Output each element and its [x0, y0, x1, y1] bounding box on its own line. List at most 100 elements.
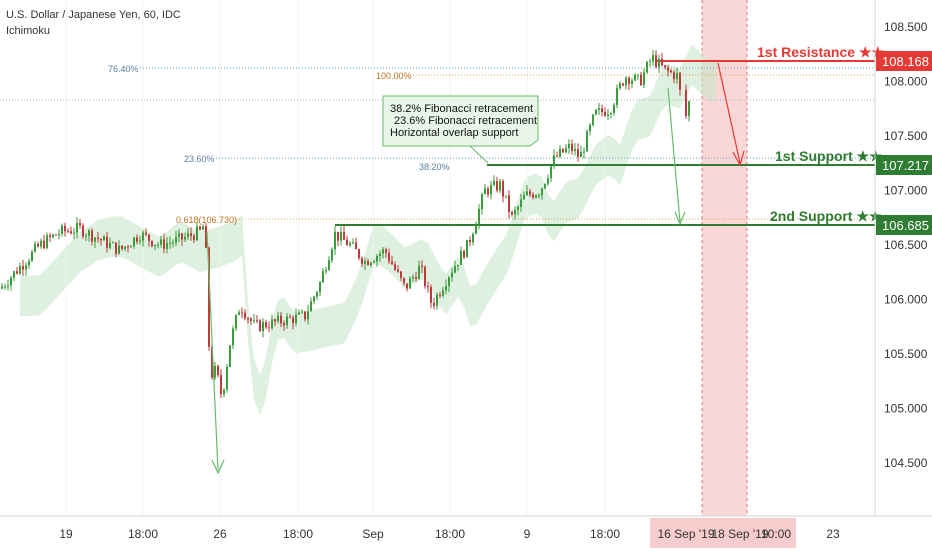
- candle-body: [610, 113, 612, 115]
- time-tick-label: 23: [826, 527, 840, 541]
- candle-body: [145, 232, 147, 235]
- fibonacci-levels: 76.40% 100.00% 23.60% 38.20% 0.618(106.730): [108, 64, 875, 225]
- candle-body: [253, 320, 255, 322]
- candle-body: [433, 302, 435, 306]
- level-label-3: 2nd Support ★★: [770, 208, 882, 224]
- candle-body: [559, 148, 561, 157]
- candle-body: [661, 58, 663, 66]
- candle-body: [43, 240, 45, 248]
- candle-body: [331, 249, 333, 261]
- candle-body: [25, 265, 27, 270]
- candle-body: [313, 296, 315, 302]
- candle-body: [220, 375, 222, 395]
- candle-body: [178, 233, 180, 237]
- level-price-box-2: [876, 155, 932, 175]
- candle-body: [394, 264, 396, 270]
- candle-body: [157, 244, 159, 246]
- candle-body: [289, 316, 291, 318]
- fib-label-23: 23.60%: [184, 154, 215, 164]
- candle-body: [304, 311, 306, 320]
- candle-body: [217, 365, 219, 376]
- time-axis[interactable]: 19 18:00 26 18:00 Sep 18:00 9 18:00 16 Sep '1918…: [0, 515, 932, 550]
- candle-body: [637, 74, 639, 76]
- candle-body: [658, 58, 660, 67]
- candle-body: [667, 67, 669, 71]
- candle-body: [94, 237, 96, 242]
- candle-body: [250, 318, 252, 322]
- price-tick-label: 108.000: [884, 75, 928, 89]
- candle-body: [256, 320, 258, 322]
- candle-body: [586, 131, 588, 152]
- candle-body: [589, 124, 591, 132]
- candle-body: [229, 345, 231, 367]
- candle-body: [529, 191, 531, 195]
- candle-body: [436, 294, 438, 306]
- candle-body: [88, 230, 90, 236]
- candle-body: [427, 286, 429, 288]
- level-price-box-1: [876, 51, 932, 71]
- candle-body: [235, 314, 237, 329]
- candle-body: [232, 328, 234, 346]
- candle-body: [223, 389, 225, 395]
- candle-body: [301, 311, 303, 313]
- candle-body: [184, 236, 186, 240]
- candle-body: [100, 239, 102, 241]
- candle-body: [310, 301, 312, 312]
- time-tick-label: 18:00: [283, 527, 313, 541]
- price-tick-label: 105.000: [884, 402, 928, 416]
- candle-body: [262, 322, 264, 332]
- candle-body: [538, 195, 540, 197]
- candle-body: [52, 234, 54, 238]
- candle-body: [670, 70, 672, 73]
- candle-body: [148, 234, 150, 241]
- candle-body: [136, 237, 138, 242]
- candle-body: [169, 242, 171, 244]
- candle-body: [7, 285, 9, 287]
- candle-body: [175, 236, 177, 243]
- candle-body: [118, 245, 120, 254]
- candle-body: [439, 294, 441, 296]
- candle-body: [34, 244, 36, 252]
- candle-body: [58, 233, 60, 236]
- candle-body: [544, 183, 546, 189]
- candle-body: [478, 208, 480, 225]
- candle-body: [202, 226, 204, 230]
- candle-body: [535, 195, 537, 198]
- time-tick-label: 9: [524, 527, 531, 541]
- candle-body: [382, 249, 384, 254]
- candle-body: [676, 72, 678, 80]
- candle-body: [418, 265, 420, 279]
- candle-body: [163, 239, 165, 249]
- candle-body: [634, 74, 636, 81]
- price-axis[interactable]: 108.500 108.000 107.500 107.000 106.500 106.0…: [874, 0, 928, 516]
- candle-body: [190, 233, 192, 237]
- candle-body: [646, 62, 648, 73]
- candle-body: [40, 240, 42, 247]
- candle-body: [613, 105, 615, 114]
- annotation-note: 38.2% Fibonacci retracement 23.6% Fibona…: [382, 95, 539, 164]
- candle-body: [367, 260, 369, 266]
- candle-body: [265, 322, 267, 328]
- candle-body: [349, 243, 351, 246]
- candle-body: [469, 239, 471, 243]
- annotation-line-2: 23.6% Fibonacci retracement: [394, 115, 537, 127]
- candle-body: [511, 211, 513, 215]
- time-tick-label: 10:00: [761, 527, 791, 541]
- candle-body: [67, 231, 69, 233]
- candle-body: [4, 286, 6, 288]
- candle-body: [526, 191, 528, 196]
- level-price-2: 107.217: [882, 158, 929, 173]
- candle-body: [553, 155, 555, 167]
- candle-body: [328, 260, 330, 271]
- candle-body: [376, 255, 378, 262]
- candle-body: [211, 346, 213, 378]
- candle-body: [85, 235, 87, 237]
- candle-body: [319, 282, 321, 293]
- candle-body: [127, 246, 129, 248]
- candle-body: [508, 195, 510, 212]
- candle-body: [460, 250, 462, 265]
- candle-body: [622, 83, 624, 86]
- candle-body: [352, 242, 354, 244]
